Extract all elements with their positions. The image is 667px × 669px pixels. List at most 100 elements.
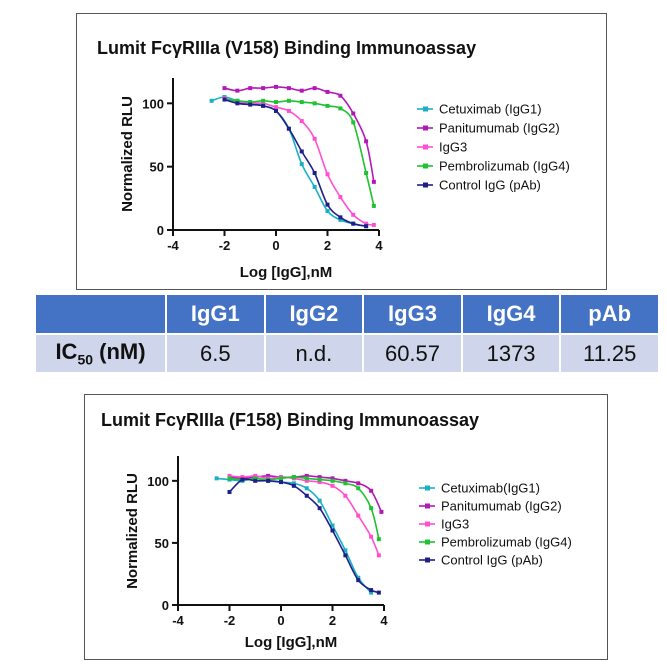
data-point-panitumumab-igg2 [369, 488, 374, 493]
legend-label-igg3: IgG3 [441, 517, 469, 532]
ic50-value-pab: 11.25 [559, 333, 658, 372]
data-point-panitumumab-igg2 [235, 88, 240, 93]
chart-title: Lumit FcγRIIIa (F158) Binding Immunoassa… [101, 410, 479, 430]
data-point-control-igg-pab [338, 215, 343, 220]
data-point-control-igg-pab [343, 553, 348, 558]
chart-f158: Lumit FcγRIIIa (F158) Binding Immunoassa… [101, 410, 572, 651]
data-point-cetuximab-igg1 [291, 481, 296, 486]
legend-swatch-marker-cetuximab-igg1 [425, 485, 430, 491]
series-line-cetuximab-igg1 [216, 477, 372, 594]
y-tick-label: 50 [155, 536, 169, 551]
data-point-pembrolizumab-igg4 [299, 100, 304, 105]
chart-title: Lumit FcγRIIIa (V158) Binding Immunoassa… [97, 38, 476, 58]
x-tick-label: -2 [224, 613, 236, 628]
data-point-igg3 [325, 172, 330, 177]
data-point-control-igg-pab [261, 103, 266, 108]
data-point-igg3 [261, 101, 266, 106]
data-point-control-igg-pab [376, 590, 381, 595]
x-tick-label: 4 [375, 238, 383, 253]
data-point-pembrolizumab-igg4 [371, 203, 376, 208]
data-point-panitumumab-igg2 [364, 139, 369, 144]
data-point-pembrolizumab-igg4 [291, 475, 296, 480]
x-tick-label: 4 [380, 613, 388, 628]
data-point-pembrolizumab-igg4 [248, 100, 253, 105]
ic50-header-igg1: IgG1 [165, 295, 264, 333]
data-point-pembrolizumab-igg4 [364, 171, 369, 175]
data-point-control-igg-pab [351, 221, 356, 226]
x-axis-label: Log [IgG],nM [245, 634, 337, 651]
data-point-panitumumab-igg2 [261, 86, 266, 91]
legend-label-cetuximab-igg1: Cetuximab(IgG1) [441, 481, 540, 496]
data-point-pembrolizumab-igg4 [312, 101, 317, 106]
y-tick-label: 100 [147, 474, 169, 489]
data-point-control-igg-pab [274, 108, 278, 113]
legend-label-igg3: IgG3 [439, 140, 467, 155]
data-point-control-igg-pab [235, 101, 240, 106]
data-point-control-igg-pab [266, 478, 271, 483]
data-point-cetuximab-igg1 [343, 548, 348, 553]
data-point-cetuximab-igg1 [214, 476, 219, 481]
data-point-panitumumab-igg2 [317, 475, 322, 480]
data-point-panitumumab-igg2 [299, 88, 304, 93]
data-point-control-igg-pab [279, 480, 283, 485]
data-point-cetuximab-igg1 [317, 498, 322, 503]
data-point-cetuximab-igg1 [338, 217, 343, 222]
data-point-igg3 [330, 483, 335, 488]
data-point-pembrolizumab-igg4 [338, 106, 343, 111]
ic50-row-label: IC50 (nM) [36, 333, 165, 372]
x-tick-label: 0 [272, 238, 279, 253]
ic50-header-igg4: IgG4 [460, 295, 560, 333]
ic50-label-main: IC [55, 339, 78, 365]
data-point-cetuximab-igg1 [299, 162, 304, 167]
data-point-igg3 [240, 475, 245, 480]
y-axis-label: Normalized RLU [124, 473, 141, 589]
legend-label-cetuximab-igg1: Cetuximab (IgG1) [439, 102, 542, 117]
data-point-pembrolizumab-igg4 [325, 103, 330, 108]
data-point-pembrolizumab-igg4 [253, 476, 258, 481]
data-point-control-igg-pab [286, 126, 291, 131]
data-point-pembrolizumab-igg4 [330, 478, 335, 483]
data-point-igg3 [371, 222, 376, 227]
data-point-panitumumab-igg2 [379, 509, 384, 514]
legend-label-pembrolizumab-igg4: Pembrolizumab (IgG4) [441, 535, 572, 550]
legend-swatch-marker-cetuximab-igg1 [423, 106, 428, 112]
data-point-panitumumab-igg2 [325, 89, 330, 94]
data-point-panitumumab-igg2 [304, 473, 309, 478]
data-point-igg3 [364, 221, 369, 226]
data-point-control-igg-pab [317, 506, 322, 511]
legend-label-panitumumab-igg2: Panitumumab (IgG2) [439, 121, 560, 136]
legend-swatch-marker-panitumumab-igg2 [423, 125, 428, 131]
data-point-panitumumab-igg2 [222, 86, 227, 91]
legend-label-pembrolizumab-igg4: Pembrolizumab (IgG4) [439, 159, 570, 174]
data-point-control-igg-pab [304, 493, 309, 498]
ic50-value-igg1: 6.5 [165, 333, 264, 372]
series-line-cetuximab-igg1 [211, 96, 367, 227]
data-point-control-igg-pab [253, 478, 258, 483]
data-point-cetuximab-igg1 [209, 98, 214, 103]
data-point-cetuximab-igg1 [356, 575, 361, 580]
ic50-label-unit: (nM) [93, 339, 146, 365]
ic50-header-row: IgG1 IgG2 IgG3 IgG4 pAb [36, 295, 658, 333]
ic50-value-row: IC50 (nM) 6.5 n.d. 60.57 1373 11.25 [36, 333, 658, 372]
legend-swatch-marker-pembrolizumab-igg4 [425, 539, 430, 545]
chart-panel-f158: Lumit FcγRIIIa (F158) Binding Immunoassa… [84, 394, 608, 660]
ic50-header-pab: pAb [559, 295, 658, 333]
data-point-igg3 [338, 195, 343, 200]
data-point-cetuximab-igg1 [304, 486, 309, 491]
legend-label-control-igg-pab: Control IgG (pAb) [439, 178, 541, 193]
data-point-panitumumab-igg2 [356, 481, 361, 486]
legend-swatch-marker-igg3 [423, 144, 428, 150]
data-point-cetuximab-igg1 [312, 184, 317, 189]
data-point-cetuximab-igg1 [330, 523, 335, 528]
data-point-cetuximab-igg1 [325, 209, 330, 213]
data-point-control-igg-pab [369, 588, 374, 593]
data-point-pembrolizumab-igg4 [351, 120, 356, 125]
chart-v158: Lumit FcγRIIIa (V158) Binding Immunoassa… [97, 38, 570, 281]
data-point-control-igg-pab [222, 97, 227, 102]
legend-swatch-marker-igg3 [425, 521, 430, 527]
data-point-pembrolizumab-igg4 [369, 506, 374, 511]
x-tick-label: 0 [277, 613, 284, 628]
legend-swatch-marker-pembrolizumab-igg4 [423, 163, 428, 169]
data-point-pembrolizumab-igg4 [261, 98, 266, 103]
data-point-control-igg-pab [356, 578, 361, 583]
